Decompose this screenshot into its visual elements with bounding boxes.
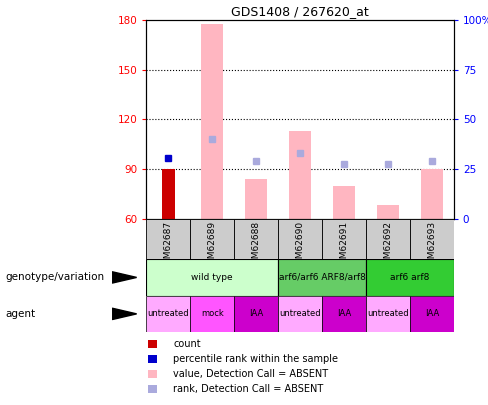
Text: agent: agent <box>5 309 35 319</box>
Bar <box>278 296 322 332</box>
Text: arf6 arf8: arf6 arf8 <box>390 273 429 282</box>
Text: GSM62689: GSM62689 <box>208 221 217 270</box>
Bar <box>146 219 190 259</box>
Text: count: count <box>173 339 201 349</box>
Bar <box>278 259 366 296</box>
Text: arf6/arf6 ARF8/arf8: arf6/arf6 ARF8/arf8 <box>279 273 366 282</box>
Text: GSM62693: GSM62693 <box>427 221 436 270</box>
Text: mock: mock <box>201 309 224 318</box>
Bar <box>190 219 234 259</box>
Bar <box>322 296 366 332</box>
Bar <box>366 259 454 296</box>
Bar <box>377 205 399 219</box>
Text: IAA: IAA <box>425 309 439 318</box>
Polygon shape <box>112 308 137 320</box>
Text: GSM62690: GSM62690 <box>296 221 305 270</box>
Text: wild type: wild type <box>191 273 233 282</box>
Bar <box>410 219 454 259</box>
Text: untreated: untreated <box>147 309 189 318</box>
Text: GSM62692: GSM62692 <box>384 221 392 270</box>
Text: untreated: untreated <box>367 309 409 318</box>
Bar <box>410 296 454 332</box>
Bar <box>234 219 278 259</box>
Bar <box>190 296 234 332</box>
Bar <box>366 296 410 332</box>
Polygon shape <box>112 272 137 283</box>
Bar <box>146 259 278 296</box>
Text: untreated: untreated <box>279 309 321 318</box>
Bar <box>202 23 224 219</box>
Bar <box>148 385 157 393</box>
Bar <box>333 185 355 219</box>
Bar <box>245 179 267 219</box>
Bar <box>421 169 443 219</box>
Bar <box>148 355 157 363</box>
Bar <box>278 219 322 259</box>
Text: GSM62687: GSM62687 <box>164 221 173 270</box>
Text: value, Detection Call = ABSENT: value, Detection Call = ABSENT <box>173 369 328 379</box>
Text: IAA: IAA <box>337 309 351 318</box>
Text: rank, Detection Call = ABSENT: rank, Detection Call = ABSENT <box>173 384 324 394</box>
Bar <box>289 131 311 219</box>
Bar <box>148 340 157 348</box>
Text: GSM62688: GSM62688 <box>252 221 261 270</box>
Text: IAA: IAA <box>249 309 264 318</box>
Text: percentile rank within the sample: percentile rank within the sample <box>173 354 338 364</box>
Text: genotype/variation: genotype/variation <box>5 273 104 282</box>
Bar <box>322 219 366 259</box>
Bar <box>146 296 190 332</box>
Title: GDS1408 / 267620_at: GDS1408 / 267620_at <box>231 5 369 18</box>
Text: GSM62691: GSM62691 <box>340 221 348 270</box>
Bar <box>162 169 175 219</box>
Bar <box>148 370 157 378</box>
Bar <box>234 296 278 332</box>
Bar <box>366 219 410 259</box>
